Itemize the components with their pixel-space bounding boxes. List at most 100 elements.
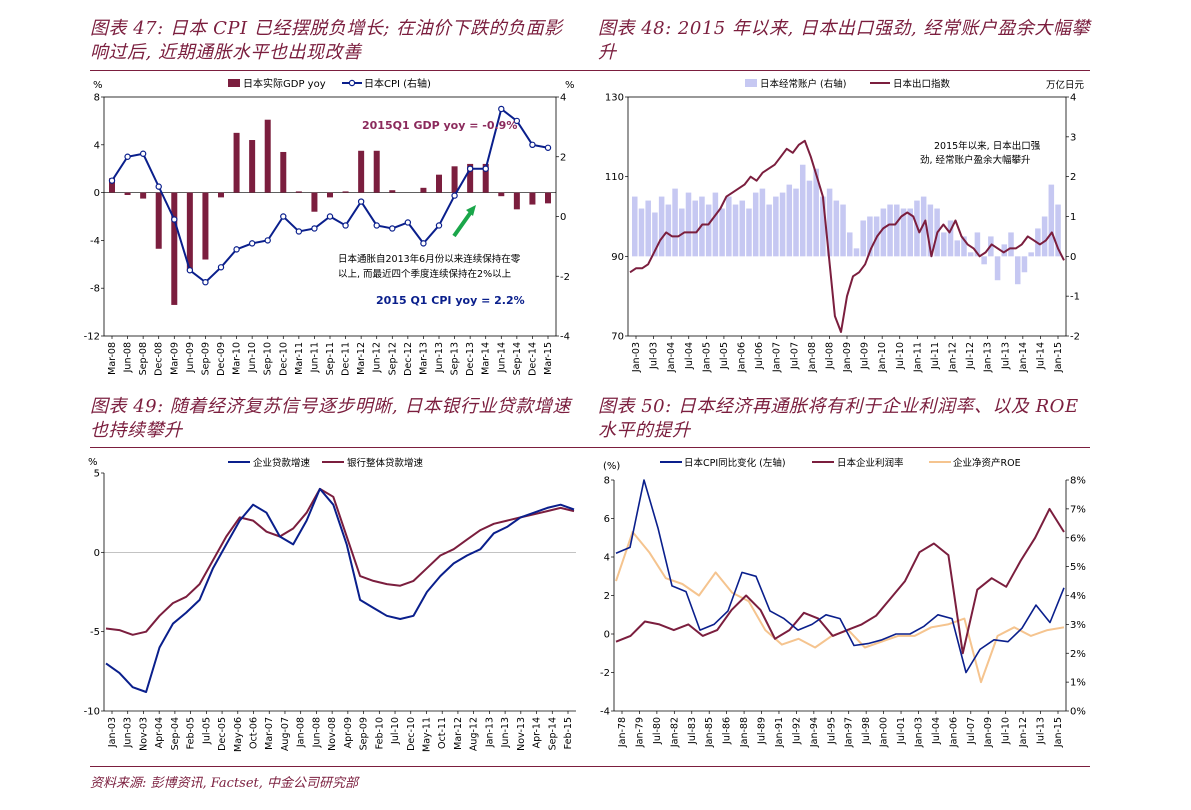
x-tick-label: Mar-14 (481, 342, 492, 375)
chart-48-title: 图表 48: 2015 年以来, 日本出口强劲, 经常账户盈余大幅攀升 (598, 18, 1090, 63)
cpi-marker (404, 219, 412, 226)
y-tick-label: -8 (90, 284, 100, 295)
current-account-bar (961, 236, 967, 257)
current-account-bar (1041, 216, 1048, 257)
x-tick-label: Dec-13 (465, 342, 476, 376)
cpi-marker (139, 150, 147, 157)
y-tick-label: 4 (560, 93, 566, 104)
current-account-bar (981, 256, 987, 265)
current-account-bar (826, 188, 833, 257)
current-account-bar (705, 204, 712, 257)
x-tick-label: Mar-09 (169, 342, 180, 375)
x-tick-label: Jun-12 (372, 342, 383, 373)
annotation-gdp: 2015Q1 GDP yoy = -0.9% (362, 119, 517, 132)
title-rule (90, 70, 1090, 71)
cpi-marker (326, 213, 334, 220)
current-account-bar (1008, 232, 1014, 257)
profit-margin-line (615, 507, 1065, 655)
x-tick-label: Jun-08 (311, 717, 322, 748)
gdp-bar (295, 191, 302, 193)
current-account-bar (726, 196, 732, 257)
gdp-bar (342, 191, 349, 193)
x-tick-label: Dec-14 (527, 342, 538, 376)
x-tick-label: Jan-08 (296, 717, 307, 748)
current-account-bar (880, 208, 887, 257)
cpi-marker (311, 225, 318, 232)
legend-label-cpi: 日本CPI (右轴) (364, 77, 431, 90)
current-account-bar (759, 188, 766, 257)
current-account-bar (840, 204, 846, 257)
x-tick-label: Mar-12 (356, 342, 367, 375)
x-tick-label: Feb-10 (374, 717, 385, 749)
y-tick-label: 8 (94, 93, 100, 104)
y-tick-label: 8% (1070, 476, 1086, 487)
x-tick-label: Sep-09 (359, 717, 370, 750)
cpi-marker (248, 240, 256, 247)
y-axis-unit: 万亿日元 (1046, 79, 1085, 91)
cpi-marker (217, 264, 225, 271)
gdp-bar (171, 192, 178, 305)
x-tick-label: Sep-13 (450, 342, 461, 375)
x-tick-label: Mar-10 (232, 342, 243, 375)
x-tick-label: Jan-97 (844, 717, 855, 748)
x-tick-label: Jan-82 (669, 717, 680, 748)
gdp-bar (498, 192, 505, 197)
cpi-marker (451, 192, 458, 199)
x-tick-label: Jun-11 (309, 342, 320, 373)
current-account-bar (779, 192, 786, 257)
cpi-marker (420, 240, 427, 247)
gdp-bar (451, 166, 458, 193)
x-tick-label: Jul-09 (860, 342, 871, 370)
annotation-note: 日本通胀自2013年6月份以来连续保持在零 (338, 253, 521, 265)
current-account-bar (927, 204, 934, 257)
current-account-bar (679, 208, 685, 257)
x-tick-label: Sep-10 (263, 342, 274, 375)
cpi-marker (280, 213, 287, 220)
cpi-marker (155, 183, 162, 190)
x-tick-label: Jan-85 (704, 717, 715, 748)
cpi-marker (513, 117, 521, 125)
current-account-bar (773, 196, 779, 257)
cpi-marker (233, 246, 240, 253)
current-account-bar (712, 192, 719, 257)
x-tick-label: Jul-05 (201, 717, 212, 745)
x-tick-label: Dec-11 (341, 342, 352, 376)
gdp-bar (140, 192, 147, 199)
gdp-bar (280, 151, 287, 193)
y-tick-label: 0 (94, 548, 100, 559)
y-tick-label: 3 (1070, 132, 1076, 143)
x-tick-label: Jan-09 (842, 342, 853, 373)
cpi-change-line (615, 479, 1065, 674)
y-tick-label: 4 (94, 140, 100, 151)
x-tick-label: Feb-05 (186, 717, 197, 749)
y-tick-label: -5 (90, 627, 100, 638)
y-tick-label: -4 (90, 236, 100, 247)
x-tick-label: Jun-13 (434, 342, 445, 373)
current-account-bar (799, 164, 806, 257)
y-tick-label: 5 (94, 469, 100, 480)
x-tick-label: Apr-09 (343, 717, 354, 748)
x-tick-label: Jan-88 (739, 717, 750, 748)
x-tick-label: Jul-89 (757, 717, 768, 745)
x-tick-label: Mar-15 (543, 342, 554, 375)
current-account-bar (907, 208, 913, 257)
current-account-bar (719, 208, 725, 257)
current-account-bar (658, 196, 665, 257)
x-tick-label: Mar-11 (294, 342, 305, 375)
cpi-marker (108, 177, 116, 184)
cpi-marker (124, 153, 131, 160)
gdp-bar (124, 192, 131, 195)
y-tick-label: 130 (605, 93, 624, 104)
current-account-bar (685, 192, 692, 257)
x-tick-label: Jul-08 (824, 342, 835, 370)
y-tick-label: 2 (560, 152, 566, 163)
y-tick-label: -2 (560, 272, 570, 283)
x-tick-label: Dec-10 (406, 717, 417, 751)
x-tick-label: Jan-03 (631, 342, 642, 373)
gdp-bar (109, 178, 115, 193)
y-tick-label: 8 (604, 476, 610, 487)
current-account-bar (632, 196, 638, 257)
legend-label-gdp: 日本实际GDP yoy (243, 77, 326, 90)
legend-swatch-ca (745, 79, 757, 87)
